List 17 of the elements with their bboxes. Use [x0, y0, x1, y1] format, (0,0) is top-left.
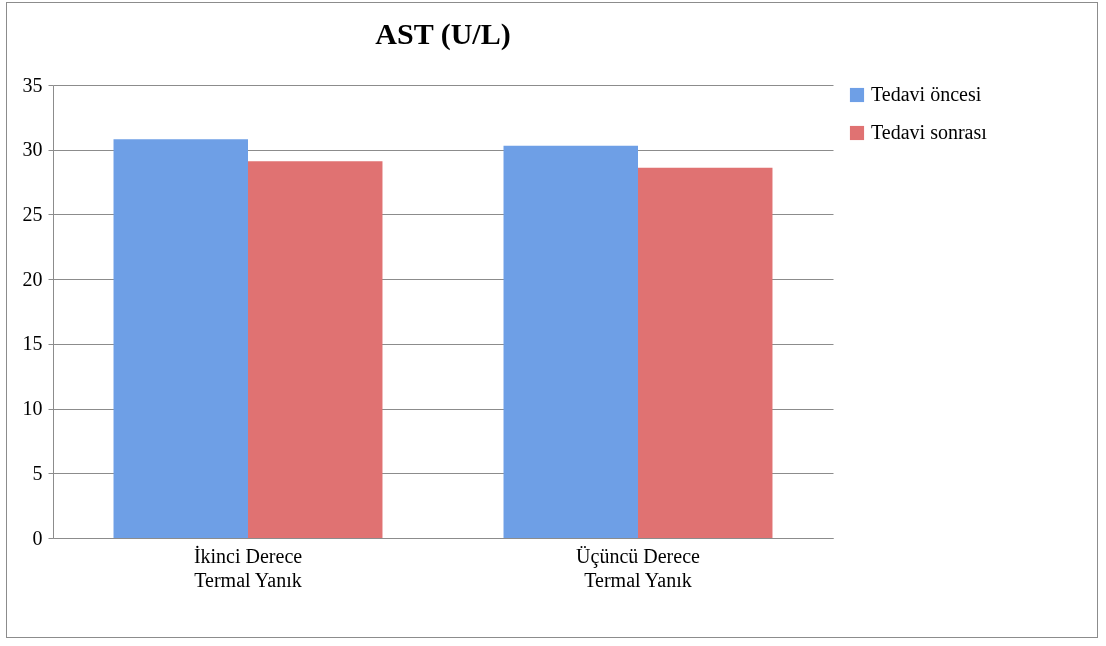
- y-tick-label: 0: [32, 526, 43, 549]
- bar: [248, 161, 383, 538]
- y-tick-label: 30: [22, 138, 43, 161]
- legend-label: Tedavi sonrası: [871, 121, 988, 143]
- legend-label: Tedavi öncesi: [871, 83, 982, 105]
- bar: [638, 167, 773, 538]
- y-tick-label: 10: [22, 397, 43, 420]
- bar: [113, 139, 248, 538]
- x-tick-label: Üçüncü Derece Termal Yanık: [576, 544, 701, 591]
- y-tick-label: 25: [22, 202, 43, 225]
- y-tick-label: 5: [32, 461, 43, 484]
- bar: [503, 145, 638, 538]
- x-tick-label: İkinci Derece Termal Yanık: [193, 544, 303, 591]
- chart-title: AST (U/L): [375, 17, 511, 51]
- y-tick-label: 20: [22, 267, 43, 290]
- y-tick-label: 15: [22, 332, 43, 355]
- y-tick-label: 35: [22, 73, 43, 96]
